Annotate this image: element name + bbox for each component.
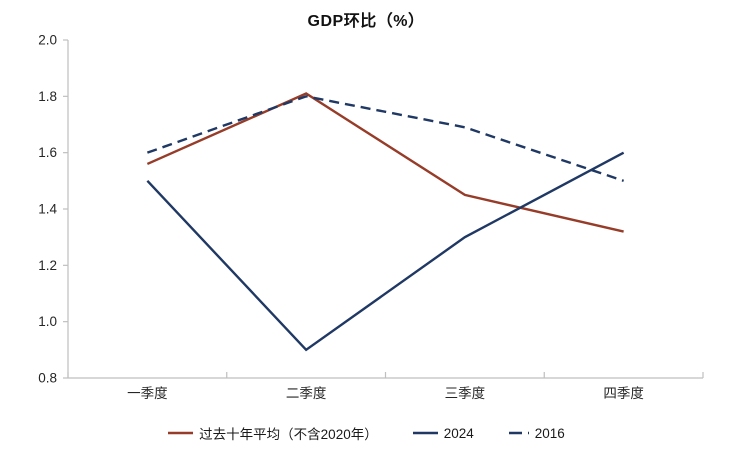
series-line-过去十年平均（不含2020年）: [146, 92, 624, 233]
legend-item-2016: 2016: [508, 426, 565, 441]
legend-item-2024: 2024: [412, 426, 474, 441]
y-axis-tick-label: 1.6: [38, 145, 57, 160]
y-axis-tick-label: 0.8: [38, 371, 57, 386]
chart-title: GDP环比（%）: [307, 13, 425, 30]
line-chart-plot: 2.0 1.8 1.6 1.4 1.2 1.0 0.8 一季度 二季度 三季度 四季度: [38, 33, 704, 401]
legend-swatch-ten-year-average-line: [168, 431, 194, 435]
legend-swatch-2016-dash: [508, 431, 529, 435]
x-axis-category-label: 一季度: [127, 386, 168, 401]
legend-label-2016: 2016: [534, 425, 565, 441]
y-axis-tick-label: 1.0: [38, 314, 57, 329]
legend-label-2024: 2024: [443, 425, 474, 441]
y-axis-tick-label: 2.0: [38, 33, 57, 48]
legend-swatch-2024-line: [412, 431, 438, 435]
x-axis-category-label: 三季度: [445, 386, 486, 401]
series-line-dashed-2016: [146, 95, 625, 182]
y-axis-tick-label: 1.2: [38, 258, 57, 273]
legend-label-ten-year-average: 过去十年平均（不含2020年）: [199, 427, 378, 442]
legend-item-ten-year-average: 过去十年平均（不含2020年）: [167, 423, 378, 443]
x-axis-category-label: 四季度: [603, 386, 644, 401]
series-line-2024: [146, 151, 625, 352]
y-axis-tick-label: 1.4: [38, 202, 57, 217]
x-axis-category-label: 二季度: [286, 386, 327, 401]
y-axis-tick-label: 1.8: [38, 89, 57, 104]
chart-legend: 过去十年平均（不含2020年） 2024 2016: [0, 423, 732, 443]
